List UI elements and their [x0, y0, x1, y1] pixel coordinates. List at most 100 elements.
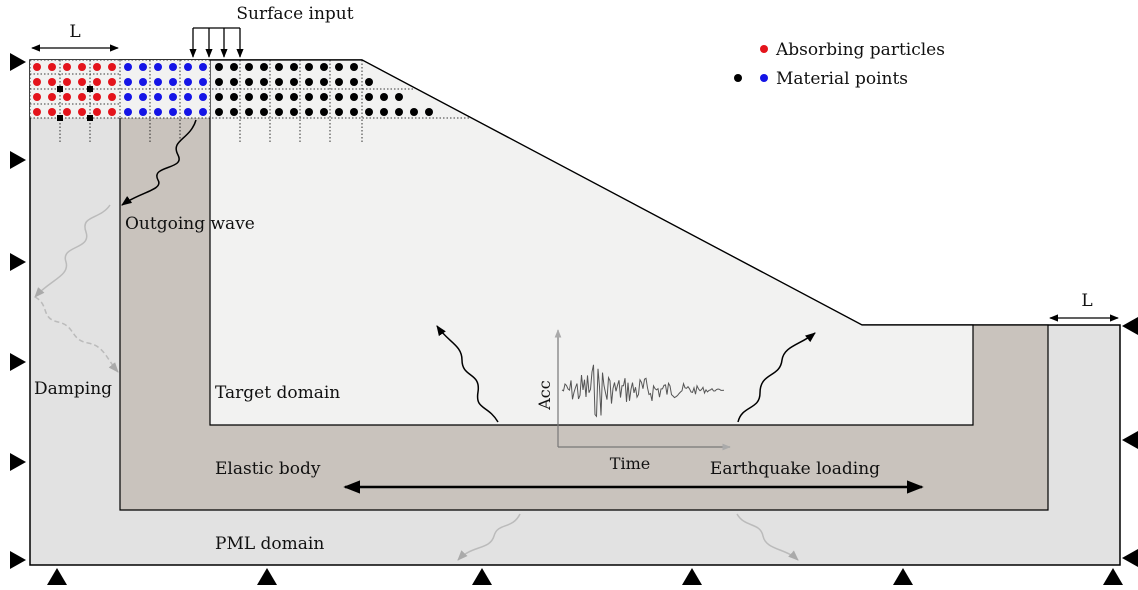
material-point: [305, 108, 313, 116]
material-point: [260, 108, 268, 116]
material-point: [395, 93, 403, 101]
material-point: [245, 108, 253, 116]
material-point: [380, 108, 388, 116]
absorbing-particle: [78, 108, 86, 116]
legend-material-dot-blue: [760, 74, 768, 82]
acc-axis-label: Acc: [535, 380, 554, 411]
support-bottom-icon: [472, 568, 492, 585]
damping-arrow-1: [34, 204, 111, 298]
material-point: [199, 78, 207, 86]
absorbing-particle: [93, 93, 101, 101]
support-bottom-icon: [893, 568, 913, 585]
support-left-icon: [10, 353, 26, 371]
material-point: [199, 108, 207, 116]
outgoing-wave-label: Outgoing wave: [125, 214, 255, 234]
support-bottom-icon: [682, 568, 702, 585]
material-point: [124, 78, 132, 86]
support-left-icon: [10, 253, 26, 271]
material-point: [305, 93, 313, 101]
absorbing-particle: [48, 78, 56, 86]
material-point: [365, 78, 373, 86]
material-point: [199, 63, 207, 71]
absorbing-particle: [33, 108, 41, 116]
material-point: [260, 63, 268, 71]
material-point: [154, 108, 162, 116]
absorbing-particle: [108, 108, 116, 116]
absorbing-particle: [93, 63, 101, 71]
absorbing-particle: [78, 78, 86, 86]
supports: [10, 53, 1138, 585]
material-point: [260, 93, 268, 101]
wave-arrow-right: [737, 332, 816, 423]
surface-input-label: Surface input: [236, 4, 353, 24]
material-point: [154, 93, 162, 101]
wave-arrow-left: [436, 325, 499, 423]
material-point: [305, 78, 313, 86]
absorbing-particle: [48, 63, 56, 71]
material-point: [169, 78, 177, 86]
material-point: [139, 108, 147, 116]
material-point: [290, 93, 298, 101]
material-point: [290, 63, 298, 71]
material-point: [124, 108, 132, 116]
material-point: [169, 93, 177, 101]
support-right-icon: [1122, 317, 1138, 335]
absorbing-particle: [33, 78, 41, 86]
support-left-icon: [10, 151, 26, 169]
damping-arrow-2: [34, 296, 119, 373]
material-point: [230, 93, 238, 101]
material-point: [215, 78, 223, 86]
material-point: [395, 108, 403, 116]
material-point: [425, 108, 433, 116]
material-point: [154, 63, 162, 71]
pml-wave-arrow-right: [736, 513, 799, 561]
material-point: [275, 78, 283, 86]
legend-material-dot-black: [734, 74, 742, 82]
material-point: [335, 93, 343, 101]
material-point: [350, 63, 358, 71]
material-point: [335, 78, 343, 86]
material-point: [124, 93, 132, 101]
material-point: [365, 108, 373, 116]
accelerogram: [554, 329, 731, 451]
material-point: [290, 78, 298, 86]
absorbing-particles: [33, 63, 116, 116]
grid-nodes: [57, 86, 93, 121]
support-left-icon: [10, 551, 26, 569]
material-point: [350, 108, 358, 116]
material-point: [215, 93, 223, 101]
material-point: [169, 63, 177, 71]
pml-wave-arrow-left: [457, 513, 521, 561]
support-bottom-icon: [1103, 568, 1123, 585]
material-point: [410, 108, 418, 116]
legend-absorbing-label: Absorbing particles: [775, 40, 945, 60]
absorbing-particle: [63, 63, 71, 71]
support-right-icon: [1122, 431, 1138, 449]
material-point: [245, 63, 253, 71]
support-bottom-icon: [257, 568, 277, 585]
material-point: [275, 93, 283, 101]
pml-domain-label: PML domain: [215, 534, 324, 554]
material-point: [139, 63, 147, 71]
absorbing-particle: [78, 93, 86, 101]
material-point: [350, 78, 358, 86]
material-point: [215, 108, 223, 116]
material-point: [335, 108, 343, 116]
material-point: [320, 108, 328, 116]
absorbing-particle: [108, 78, 116, 86]
material-point: [290, 108, 298, 116]
material-point: [245, 78, 253, 86]
material-points-blue: [124, 63, 207, 116]
outgoing-wave-arrow: [121, 119, 197, 206]
material-point: [139, 78, 147, 86]
material-point: [230, 78, 238, 86]
material-point: [184, 93, 192, 101]
material-point: [169, 108, 177, 116]
material-point: [124, 63, 132, 71]
material-point: [154, 78, 162, 86]
material-point: [260, 78, 268, 86]
material-point: [230, 63, 238, 71]
material-point: [320, 93, 328, 101]
material-points-black: [215, 63, 433, 116]
